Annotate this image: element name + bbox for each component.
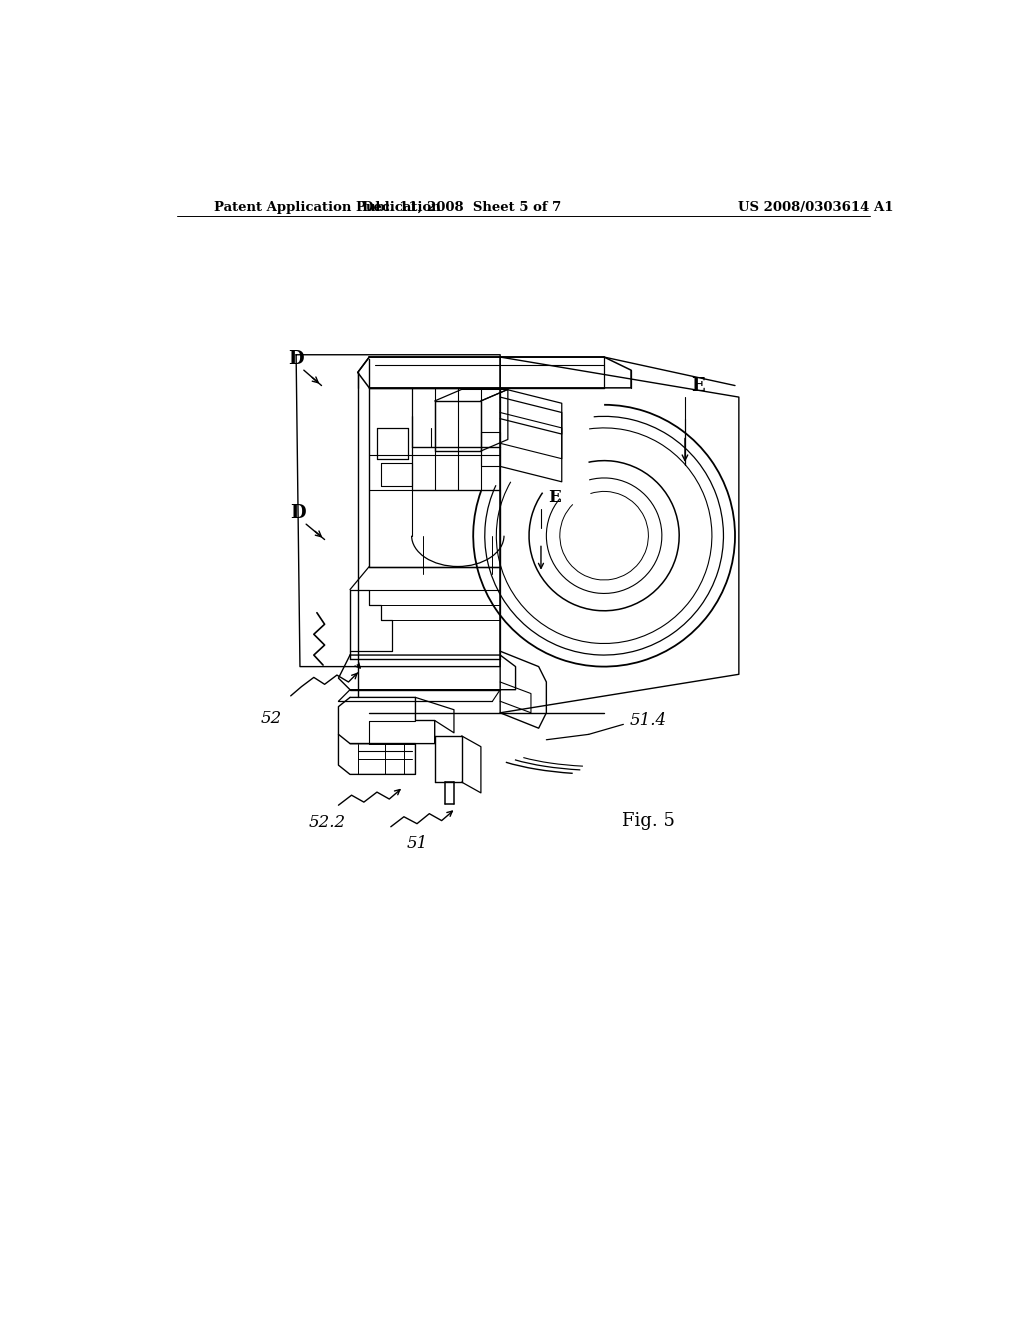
Text: E: E (548, 488, 561, 506)
Text: D: D (291, 504, 306, 521)
Text: D: D (289, 350, 304, 367)
Text: Dec. 11, 2008  Sheet 5 of 7: Dec. 11, 2008 Sheet 5 of 7 (362, 201, 561, 214)
Text: Fig. 5: Fig. 5 (622, 812, 675, 829)
Text: 52: 52 (261, 710, 282, 727)
Text: US 2008/0303614 A1: US 2008/0303614 A1 (738, 201, 894, 214)
Text: Patent Application Publication: Patent Application Publication (214, 201, 440, 214)
Text: E: E (691, 376, 705, 395)
Text: 51: 51 (407, 836, 428, 853)
Text: 51.4: 51.4 (630, 711, 667, 729)
Text: 52.2: 52.2 (308, 813, 345, 830)
